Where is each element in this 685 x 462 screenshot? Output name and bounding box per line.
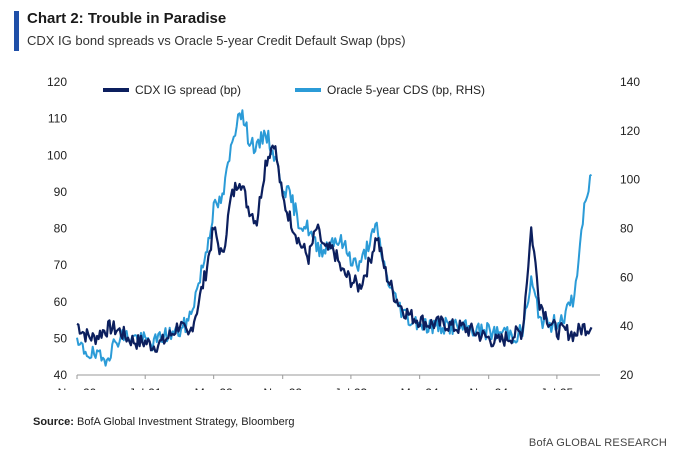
oracle-cds-line	[76, 109, 592, 367]
left-tick-label: 90	[54, 185, 68, 199]
left-tick-label: 50	[54, 331, 68, 345]
x-tick-label: Mar-22	[195, 386, 233, 390]
cdx-ig-spread-line	[76, 144, 593, 353]
right-tick-label: 140	[620, 75, 640, 89]
left-tick-label: 100	[47, 148, 67, 162]
legend-cdx-label: CDX IG spread (bp)	[135, 83, 241, 97]
right-tick-label: 100	[620, 173, 640, 187]
x-tick-label: Jul-21	[129, 386, 162, 390]
x-axis-ticks: Nov-20 Jul-21 Mar-22 Nov-22 Jul-23 Mar-24 Nov-…	[58, 375, 574, 390]
right-tick-label: 40	[620, 319, 634, 333]
left-tick-label: 80	[54, 222, 68, 236]
x-tick-label: Jul-23	[335, 386, 368, 390]
legend-oracle-label: Oracle 5-year CDS (bp, RHS)	[327, 83, 485, 97]
source-label: Source:	[33, 416, 74, 428]
x-tick-label: Nov-22	[263, 386, 302, 390]
x-tick-label: Nov-20	[58, 386, 97, 390]
source-note: Source: BofA Global Investment Strategy,…	[33, 416, 295, 428]
left-tick-label: 70	[54, 258, 68, 272]
right-tick-label: 80	[620, 222, 634, 236]
right-tick-label: 60	[620, 270, 634, 284]
series-layer	[76, 109, 593, 367]
x-tick-label: Mar-24	[401, 386, 439, 390]
right-tick-label: 120	[620, 124, 640, 138]
source-text: BofA Global Investment Strategy, Bloombe…	[73, 416, 295, 428]
left-tick-label: 40	[54, 368, 68, 382]
left-tick-label: 120	[47, 75, 67, 89]
x-tick-label: Jul-25	[541, 386, 574, 390]
right-tick-label: 20	[620, 368, 634, 382]
right-axis-ticks: 20 40 60 80 100 120 140	[620, 75, 640, 382]
title-accent-bar	[14, 11, 19, 51]
brand-footer: BofA GLOBAL RESEARCH	[528, 437, 667, 449]
x-tick-label: Nov-24	[469, 386, 508, 390]
left-tick-label: 60	[54, 295, 68, 309]
left-axis-ticks: 40 50 60 70 80 90 100 110 120	[47, 75, 67, 382]
chart-subtitle: CDX IG bond spreads vs Oracle 5-year Cre…	[27, 33, 406, 48]
chart-title: Chart 2: Trouble in Paradise	[27, 10, 227, 27]
left-tick-label: 110	[48, 112, 67, 126]
legend: CDX IG spread (bp) Oracle 5-year CDS (bp,…	[103, 83, 485, 97]
